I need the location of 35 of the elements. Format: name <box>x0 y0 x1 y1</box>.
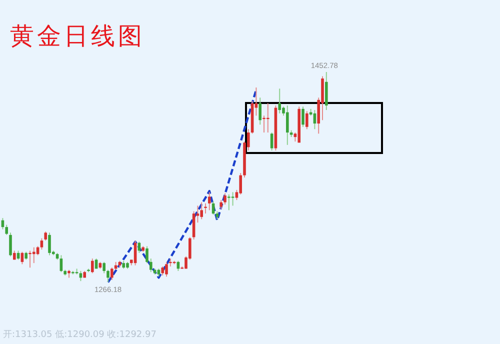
candlestick <box>5 224 8 236</box>
candlestick <box>200 202 203 220</box>
candlestick <box>286 105 289 146</box>
candlestick <box>60 254 63 273</box>
candlestick <box>306 110 308 130</box>
chart-title: 黄金日线图 <box>10 22 145 50</box>
candlestick <box>262 115 266 134</box>
candlestick <box>228 194 230 211</box>
candlestick <box>146 246 148 264</box>
candlestick <box>204 202 207 214</box>
candlestick <box>278 88 281 114</box>
candlestick <box>220 200 222 210</box>
candlestick <box>110 267 114 280</box>
candlestick <box>40 238 44 250</box>
candlestick <box>258 97 262 126</box>
candlestick <box>224 192 226 206</box>
candlestick <box>239 172 242 195</box>
candlestick <box>302 106 304 128</box>
candlestick <box>91 258 94 274</box>
candlestick <box>270 132 274 152</box>
candlestick <box>44 231 47 242</box>
candlestick <box>32 246 36 264</box>
candlestick <box>165 261 168 278</box>
candlestick <box>28 250 32 268</box>
candlestick <box>208 192 211 211</box>
candlestick <box>161 266 164 276</box>
candlestick <box>106 269 110 282</box>
candlestick <box>266 102 270 134</box>
candlestick <box>102 261 106 274</box>
candlestick <box>79 270 82 282</box>
candlestick <box>231 192 234 206</box>
candlestick <box>48 232 51 256</box>
candlestick <box>150 258 152 273</box>
candlestick <box>9 232 12 257</box>
candlestick <box>325 72 328 111</box>
